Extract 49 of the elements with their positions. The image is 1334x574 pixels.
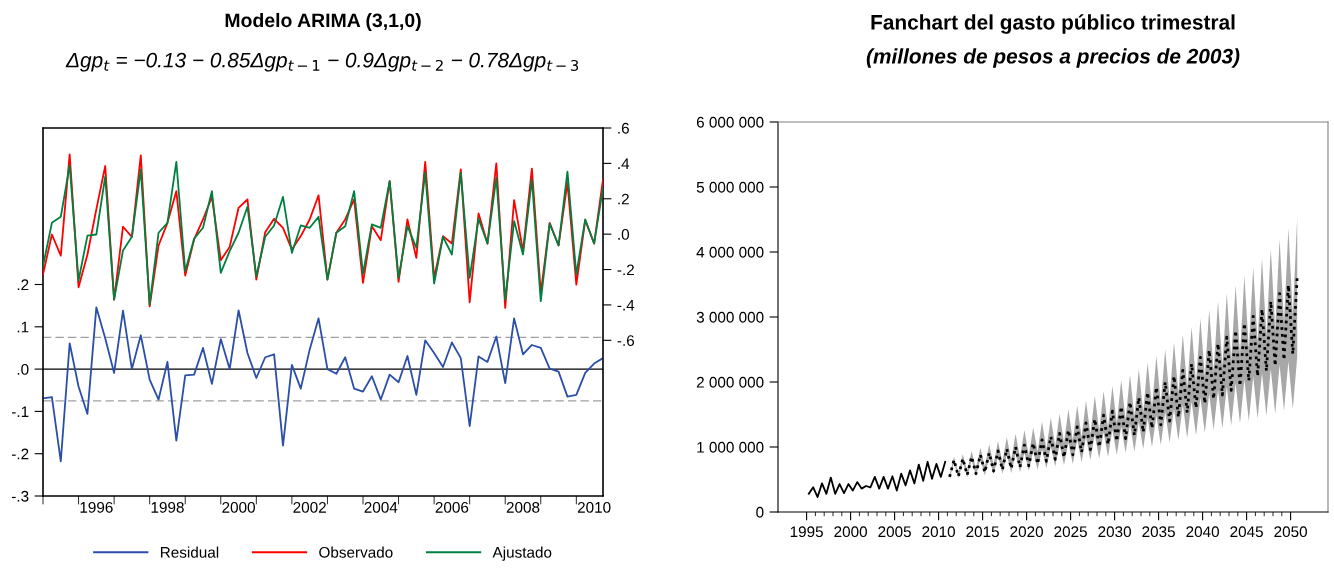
y-tick-label: -.2: [11, 448, 29, 460]
y-tick-label: 0: [756, 506, 764, 518]
y-tick-label: 4 000 000: [696, 246, 764, 258]
y-tick-label: 6 000 000: [696, 116, 764, 128]
x-tick-label: 2020: [1010, 526, 1043, 538]
x-tick-label: 2045: [1230, 526, 1263, 538]
x-tick-label: 2002: [293, 501, 326, 513]
line-series: [948, 275, 1299, 479]
x-tick-label: 2040: [1186, 526, 1219, 538]
chart-subtitle: Δgp$_{t}$ = −0.13 − 0.85Δgp$_{t−1}$ − 0.9Δgp$_{t−2}$ − 0.78Δgp$_{t−3}$: [65, 52, 579, 72]
legend-label: Observado: [319, 546, 393, 558]
x-tick-label: 2006: [435, 501, 469, 513]
chart-subtitle: (millones de pesos a precios de 2003): [866, 48, 1240, 68]
legend-label: Ajustado: [492, 546, 552, 561]
x-tick-label: 2050: [1274, 526, 1307, 538]
x-tick-label: 2035: [1142, 526, 1175, 538]
legend-label: Residual: [160, 546, 219, 558]
y2-tick-label: -.2: [617, 264, 634, 276]
x-tick-label: 2030: [1098, 526, 1131, 538]
y-tick-label: 5 000 000: [696, 181, 764, 193]
x-tick-label: 1998: [151, 501, 184, 513]
x-tick-label: 1996: [80, 501, 113, 513]
chart-title: Fanchart del gasto público trimestral: [871, 14, 1235, 34]
line-series: [807, 461, 947, 498]
x-tick-label: 2010: [922, 526, 955, 538]
y-tick-label: 1 000 000: [697, 441, 764, 453]
x-tick-label: 2008: [506, 501, 540, 513]
x-tick-label: 2005: [878, 526, 911, 538]
y-tick-label: -.3: [11, 490, 29, 502]
y-tick-label: -.1: [11, 406, 29, 417]
x-tick-label: 2015: [966, 526, 999, 538]
y-tick-label: 3 000 000: [696, 311, 764, 323]
y2-tick-label: .4: [618, 158, 630, 169]
y-tick-label: .1: [17, 321, 29, 333]
x-tick-label: 2000: [222, 501, 255, 513]
y-tick-label: .2: [17, 279, 29, 291]
x-tick-label: 2000: [834, 526, 867, 538]
y2-tick-label: .6: [618, 122, 629, 134]
x-tick-label: 1995: [790, 526, 823, 538]
x-tick-label: 2004: [364, 501, 398, 513]
chart-title: Modelo ARIMA (3,1,0): [225, 12, 421, 32]
y2-tick-label: -.6: [617, 335, 635, 346]
y-tick-label: 2 000 000: [696, 376, 764, 388]
y-tick-label: .0: [17, 363, 29, 375]
y2-tick-label: -.4: [617, 299, 635, 311]
x-tick-label: 2010: [577, 501, 611, 513]
x-tick-label: 2025: [1054, 526, 1087, 538]
y2-tick-label: .0: [618, 229, 630, 240]
y2-tick-label: .2: [618, 193, 629, 205]
